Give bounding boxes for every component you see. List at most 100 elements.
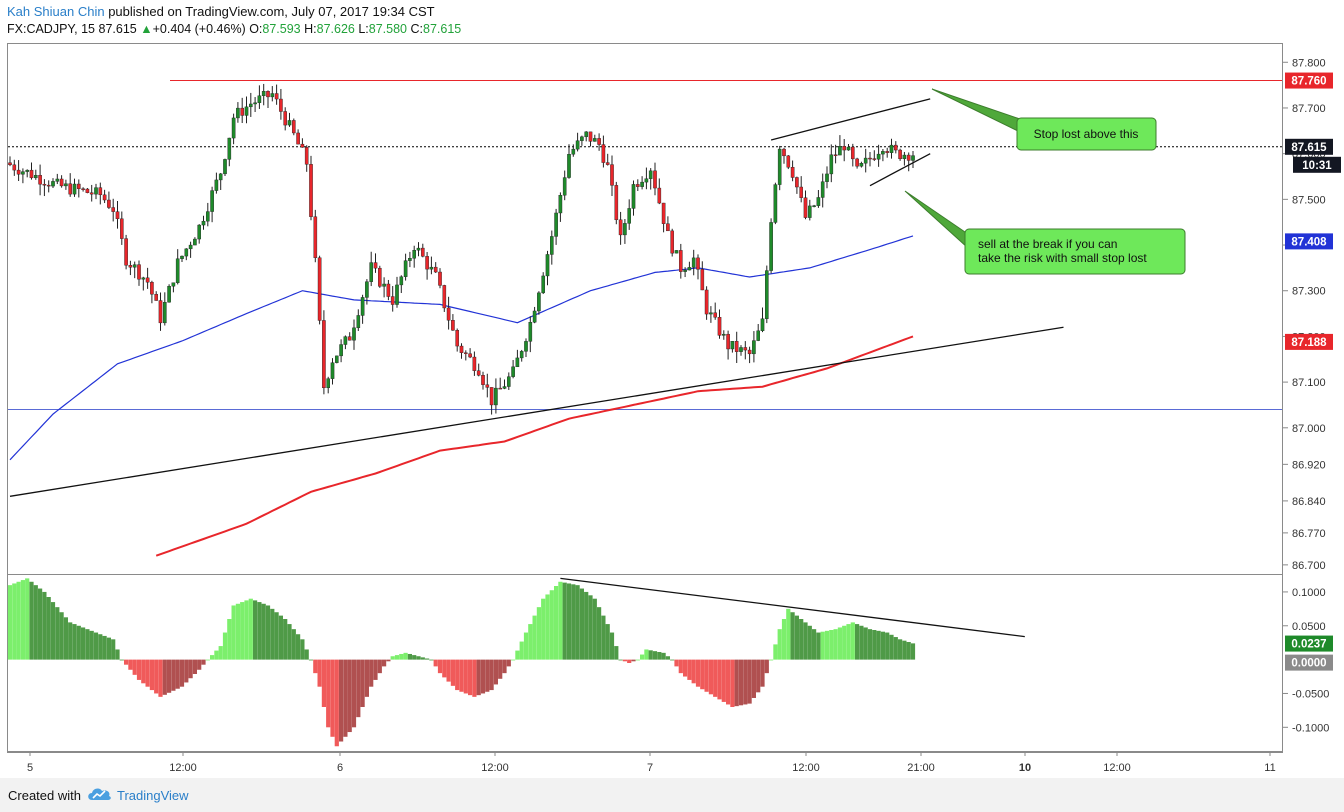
candle-body [709, 312, 713, 315]
histogram-bar [648, 650, 653, 660]
histogram-bar [394, 655, 400, 660]
high-label: H: [304, 22, 317, 36]
histogram-bar [726, 659, 731, 705]
histogram-bar [308, 659, 314, 661]
histogram-bar [253, 600, 258, 660]
candle-body [51, 181, 55, 187]
histogram-bar [730, 659, 735, 707]
histogram-bar [59, 612, 64, 660]
candle-body [601, 144, 606, 163]
candle-body [558, 195, 563, 214]
candle-body [739, 347, 743, 352]
histogram-bar [880, 631, 885, 660]
histogram-bar [149, 659, 154, 691]
histogram-bar [12, 583, 17, 660]
candle-body [511, 366, 515, 377]
open-value: 87.593 [262, 22, 301, 36]
candle-body [171, 282, 176, 287]
candle-body [717, 317, 722, 336]
candle-body [356, 315, 361, 329]
histogram-bar [614, 646, 619, 660]
candle-body [421, 247, 425, 257]
histogram-bar [665, 656, 670, 660]
histogram-bar [902, 640, 907, 660]
sell-callout[interactable]: sell at the break if you can take the ri… [904, 190, 1186, 275]
histogram-bar [713, 659, 718, 697]
histogram-bar [618, 659, 623, 661]
candle-body [403, 260, 408, 277]
histogram-bar [98, 634, 103, 660]
histogram-bar [283, 619, 288, 660]
histogram-bar [786, 608, 791, 660]
histogram-bar [416, 656, 421, 660]
candle-body [593, 138, 597, 142]
histogram-bar [584, 591, 589, 660]
price-axis[interactable]: 87.80087.70087.60087.50087.40087.30087.2… [1283, 57, 1326, 572]
candle-body [205, 211, 210, 222]
price-tick-label: 86.700 [1292, 560, 1326, 572]
price-tick-label: 86.770 [1292, 528, 1326, 540]
candle-body [16, 169, 21, 175]
candle-body [459, 345, 464, 353]
histogram-bar [661, 652, 666, 660]
candle-body [610, 164, 614, 186]
candle-body [38, 175, 42, 185]
candle-body [623, 223, 627, 236]
indicator-current-badge [1285, 635, 1333, 652]
histogram-bar [304, 649, 309, 660]
histogram-bar [154, 659, 159, 694]
tradingview-brand-link[interactable]: TradingView [117, 788, 189, 803]
candle-body [674, 250, 679, 254]
price-tick-label: 87.100 [1292, 377, 1326, 389]
histogram-bar [837, 627, 842, 660]
close-value: 87.615 [423, 22, 462, 36]
histogram-bar [321, 659, 326, 707]
chart-canvas[interactable]: 87.80087.70087.60087.50087.40087.30087.2… [0, 0, 1344, 778]
candle-body [476, 370, 481, 376]
histogram-bar [571, 584, 576, 660]
histogram-bar [747, 659, 752, 704]
author-name[interactable]: Kah Shiuan Chin [7, 4, 105, 19]
candle-body [515, 357, 520, 368]
histogram-bar [347, 659, 352, 733]
candle-body [287, 120, 292, 126]
candle-body [107, 199, 111, 208]
histogram-bar [485, 659, 490, 692]
indicator-axis[interactable]: 0.1000 0.0500 -0.0500 -0.1000 [1283, 587, 1329, 734]
histogram-bar [218, 646, 223, 660]
candle-body [812, 205, 816, 207]
histogram-bar [493, 659, 498, 685]
candle-body [34, 175, 38, 179]
ascending-support-trendline [9, 326, 1064, 497]
price-badges: 87.760 87.615 10:31 87.408 87.188 0.0237 0.000… [1285, 72, 1341, 671]
candle-body [537, 292, 541, 312]
candle-body [8, 162, 12, 166]
histogram-bar [188, 659, 193, 679]
candle-body [76, 183, 81, 189]
price-tick-label: 86.840 [1292, 496, 1326, 508]
stop-callout[interactable]: Stop lost above this [931, 88, 1157, 151]
price-tick-label: 87.800 [1292, 57, 1326, 69]
candle-body [313, 216, 318, 258]
histogram-bar [111, 639, 116, 660]
candle-body [180, 255, 184, 259]
time-axis[interactable]: 5 12:00 6 12:00 7 12:00 21:00 10 12:00 11 [27, 752, 1276, 774]
histogram-bar [89, 630, 94, 660]
histogram-bar [455, 659, 460, 691]
candle-body [691, 257, 696, 268]
candle-body [244, 106, 249, 116]
candle-body [193, 238, 197, 246]
last-price-badge [1285, 138, 1333, 155]
histogram-bar [541, 598, 546, 660]
candle-body [162, 302, 167, 324]
candle-body [502, 386, 507, 389]
ma-red-badge [1285, 333, 1333, 350]
histogram-bar [674, 659, 679, 667]
candle-body [326, 378, 331, 389]
candle-body [524, 341, 528, 352]
histogram-bar [313, 659, 318, 674]
candle-body [352, 327, 356, 341]
last-price: 87.615 [98, 22, 137, 36]
candle-body [369, 262, 374, 282]
histogram-bar [364, 659, 369, 697]
